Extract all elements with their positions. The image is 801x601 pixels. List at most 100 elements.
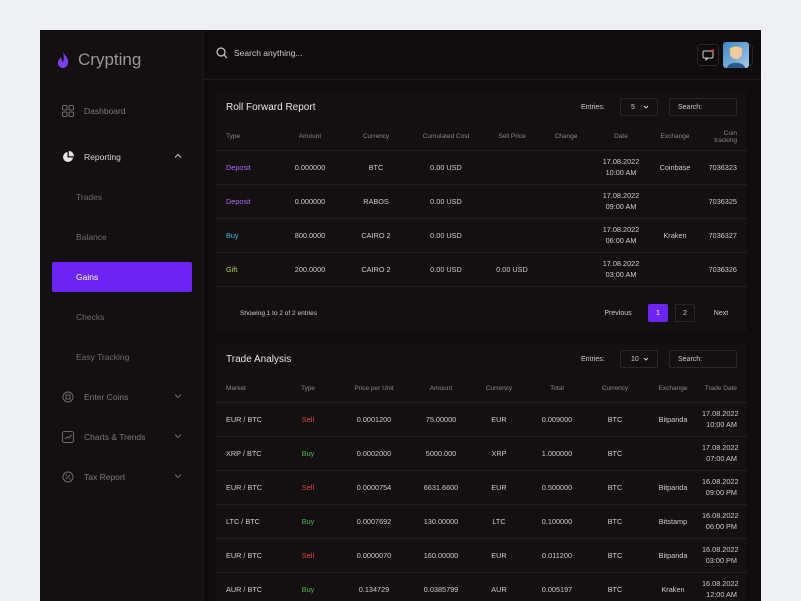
sell-price-cell: 0.00 USD	[486, 252, 538, 287]
time-text: 03:00 PM	[705, 556, 737, 565]
table-row[interactable]: Deposit 0.000000 BTC 0.00 USD 17.08.2022 10:0…	[216, 150, 747, 185]
amount-cell: 6631.6600	[412, 470, 470, 505]
currency-cell: EUR	[470, 538, 528, 573]
entries-select[interactable]: 5	[620, 98, 658, 116]
table-row[interactable]: LTC / BTC Buy 0.0007692 130.00000 LTC 0.10000…	[216, 504, 747, 539]
sidebar-item-dashboard[interactable]: Dashboard	[52, 96, 192, 126]
sidebar-item-reporting[interactable]: Reporting	[52, 142, 192, 172]
sidebar-item-enter-coins[interactable]: Enter Coins	[52, 382, 192, 412]
column-header: Currency	[470, 376, 528, 403]
table-row[interactable]: AUR / BTC Buy 0.134729 0.0385799 AUR 0.005197…	[216, 572, 747, 601]
avatar[interactable]	[723, 42, 749, 68]
column-header: Sell Price	[486, 124, 538, 151]
coin-tracking-cell: 7036326	[702, 252, 747, 287]
type-cell: Deposit	[216, 150, 274, 185]
sidebar-sub-balance[interactable]: Balance	[76, 232, 107, 242]
table-row[interactable]: Deposit 0.000000 RABOS 0.00 USD 17.08.2022 09…	[216, 184, 747, 219]
market-cell: EUR / BTC	[216, 470, 280, 505]
entries-value: 5	[631, 103, 635, 111]
sidebar-item-tax-report[interactable]: Tax Report	[52, 462, 192, 492]
sidebar-item-label: Charts & Trends	[84, 432, 146, 442]
table-row[interactable]: EUR / BTC Sell 0.0001200 75.00000 EUR 0.00900…	[216, 402, 747, 437]
date-cell: 16.08.2022 03:00 PM	[702, 538, 747, 573]
sidebar: Crypting Dashboard Reporting Trades Bala…	[40, 30, 204, 601]
time-text: 06:00 AM	[605, 236, 637, 245]
date-text: 17.08.2022	[602, 259, 640, 268]
currency-cell: BTC	[586, 470, 644, 505]
table-row[interactable]: EUR / BTC Sell 0.0000070 160.00000 EUR 0.0112…	[216, 538, 747, 573]
table-search-input[interactable]: Search:	[669, 98, 737, 116]
total-cell: 1.000000	[528, 436, 586, 471]
table-row[interactable]: Gift 200.0000 CAIRO 2 0.00 USD 0.00 USD 17.08…	[216, 252, 747, 287]
date-cell: 17.08.2022 06:00 AM	[594, 218, 648, 253]
type-cell: Buy	[280, 504, 336, 539]
date-cell: 17.08.2022 03:00 AM	[594, 252, 648, 287]
amount-cell: 0.000000	[274, 150, 346, 185]
time-text: 03:00 AM	[605, 270, 637, 279]
type-cell: Buy	[216, 218, 274, 253]
column-header: Type	[216, 124, 274, 151]
entries-label: Entries:	[581, 104, 605, 111]
currency-cell: BTC	[586, 538, 644, 573]
roll-forward-title: Roll Forward Report	[226, 102, 316, 113]
next-page-button[interactable]: Next	[713, 309, 729, 317]
roll-forward-card: Roll Forward Report Entries: 5 Search: T…	[216, 91, 747, 332]
currency-cell: EUR	[470, 470, 528, 505]
coin-tracking-cell: 7036323	[702, 150, 747, 185]
date-text: 16.08.2022	[702, 511, 739, 520]
messages-button[interactable]	[697, 44, 719, 66]
total-cell: 0.005197	[528, 572, 586, 601]
sidebar-sub-easy-tracking[interactable]: Easy Tracking	[76, 352, 130, 362]
market-cell: XRP / BTC	[216, 436, 280, 471]
user-avatar-icon	[727, 46, 745, 68]
sell-price-cell	[486, 150, 538, 185]
currency-cell: AUR	[470, 572, 528, 601]
date-cell: 16.08.2022 12:00 AM	[702, 572, 747, 601]
table-row[interactable]: XRP / BTC Buy 0.0002000 5000.000 XRP 1.000000…	[216, 436, 747, 471]
currency-cell: BTC	[586, 504, 644, 539]
table-search-input[interactable]: Search:	[669, 350, 737, 368]
search-bar[interactable]: Search anything...	[216, 47, 303, 59]
date-text: 16.08.2022	[702, 477, 739, 486]
date-cell: 17.08.2022 10:00 AM	[702, 402, 747, 437]
time-text: 06:00 PM	[705, 522, 737, 531]
total-cell: 0.011200	[528, 538, 586, 573]
entries-select[interactable]: 10	[620, 350, 658, 368]
exchange-cell	[648, 184, 702, 219]
sidebar-sub-gains[interactable]: Gains	[52, 262, 192, 292]
coin-tracking-cell: 7036327	[702, 218, 747, 253]
column-header: Market	[216, 376, 280, 403]
time-text: 10:00 AM	[706, 420, 737, 429]
sidebar-item-label: Reporting	[84, 152, 121, 162]
trade-analysis-table: Market Type Price per Unit Amount Currency To…	[216, 376, 747, 601]
table-row[interactable]: EUR / BTC Sell 0.0000754 6631.6600 EUR 0.5000…	[216, 470, 747, 505]
sidebar-sub-trades[interactable]: Trades	[76, 192, 103, 202]
previous-page-button[interactable]: Previous	[604, 309, 632, 317]
page-2-button[interactable]: 2	[675, 304, 695, 322]
entries-label: Entries:	[581, 356, 605, 363]
message-icon	[702, 49, 714, 61]
coin-tracking-cell: 7036325	[702, 184, 747, 219]
column-header: Amount	[274, 124, 346, 151]
sidebar-item-charts-trends[interactable]: Charts & Trends	[52, 422, 192, 452]
column-header: Coin tracking	[702, 124, 747, 151]
showing-entries-text: Showing 1 to 2 of 2 entries	[240, 310, 317, 317]
sell-price-cell	[486, 184, 538, 219]
amount-cell: 130.00000	[412, 504, 470, 539]
date-text: 17.08.2022	[602, 225, 640, 234]
currency-cell: XRP	[470, 436, 528, 471]
coins-icon	[62, 391, 74, 403]
sidebar-sub-checks[interactable]: Checks	[76, 312, 105, 322]
column-header: Price per Unit	[336, 376, 412, 403]
time-text: 12:00 AM	[706, 590, 737, 599]
table-row[interactable]: Buy 800.0000 CAIRO 2 0.00 USD 17.08.2022 06:0…	[216, 218, 747, 253]
search-input[interactable]: Search anything...	[234, 48, 303, 58]
price-per-unit-cell: 0.134729	[336, 572, 412, 601]
exchange-cell	[644, 436, 702, 471]
column-header: Change	[538, 124, 594, 151]
page-1-button[interactable]: 1	[648, 304, 668, 322]
market-cell: AUR / BTC	[216, 572, 280, 601]
exchange-cell: Kraken	[648, 218, 702, 253]
change-cell	[538, 184, 594, 219]
sidebar-item-label: Enter Coins	[84, 392, 129, 402]
